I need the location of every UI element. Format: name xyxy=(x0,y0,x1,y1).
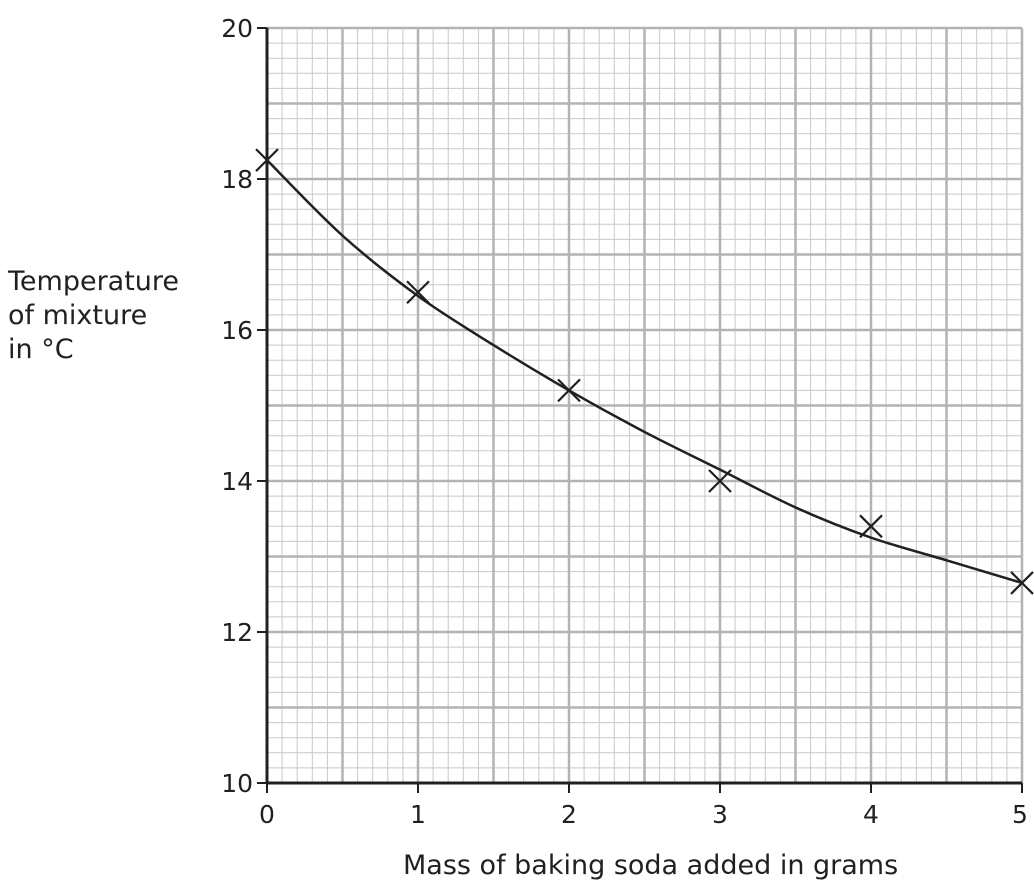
x-tick-label: 1 xyxy=(410,800,426,829)
y-tick-label: 18 xyxy=(221,165,253,194)
best-fit-curve xyxy=(266,159,1023,585)
y-axis-label-line-2: of mixture xyxy=(8,300,148,331)
cross-stroke xyxy=(859,514,883,539)
data-point-cross xyxy=(859,514,883,539)
x-tick-label: 3 xyxy=(712,800,728,829)
data-point-cross xyxy=(255,148,279,172)
x-tick-label: 4 xyxy=(863,800,879,829)
data-points xyxy=(255,148,1034,595)
cross-stroke xyxy=(255,148,279,172)
data-point-cross xyxy=(708,469,732,493)
y-tick-label: 12 xyxy=(221,618,253,647)
data-point-cross xyxy=(406,280,430,305)
cross-stroke xyxy=(557,378,581,403)
y-tick-label: 10 xyxy=(221,769,253,798)
cross-stroke xyxy=(1010,571,1034,595)
x-tick-label: 0 xyxy=(259,800,275,829)
y-axis-label-line-3: in °C xyxy=(8,334,74,365)
axes xyxy=(257,27,1023,793)
y-tick-label: 20 xyxy=(221,14,253,43)
y-tick-label: 14 xyxy=(221,467,253,496)
major-grid xyxy=(265,26,1024,785)
y-tick-label: 16 xyxy=(221,316,253,345)
x-tick-label: 5 xyxy=(1012,800,1028,829)
cross-stroke xyxy=(406,280,430,305)
y-axis-label-line-1: Temperature xyxy=(8,266,180,297)
data-point-cross xyxy=(557,378,581,403)
cross-stroke xyxy=(708,469,732,493)
x-axis-label: Mass of baking soda added in grams xyxy=(403,850,899,881)
data-point-cross xyxy=(1010,571,1034,595)
fit-curve-layer xyxy=(266,159,1023,585)
x-tick-label: 2 xyxy=(561,800,577,829)
